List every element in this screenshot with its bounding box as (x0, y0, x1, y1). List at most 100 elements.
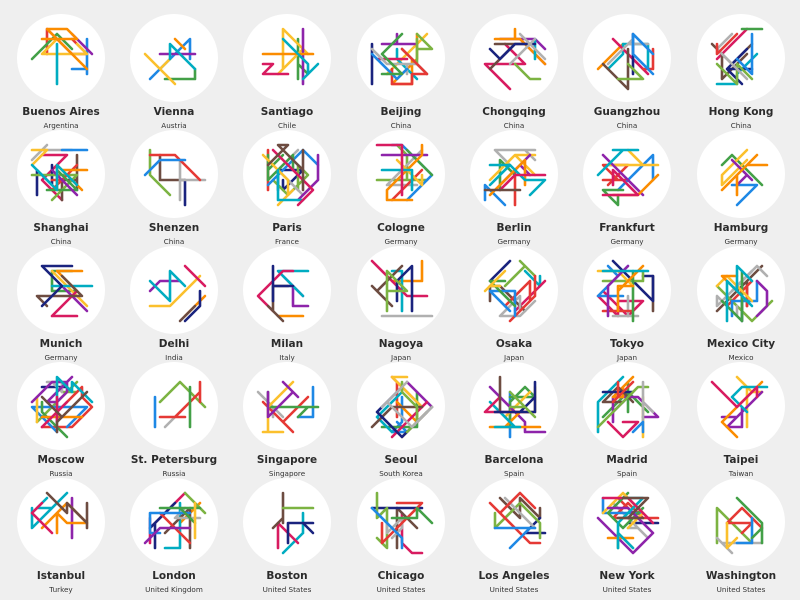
transit-line (30, 501, 54, 535)
transit-line (710, 380, 759, 409)
city-name: Moscow (37, 454, 85, 466)
transit-map-chongqing (470, 14, 558, 102)
city-card-london: London United Kingdom (117, 478, 231, 594)
city-name: Mexico City (706, 338, 776, 350)
transit-line (720, 269, 744, 323)
transit-line (606, 37, 650, 66)
transit-line (488, 259, 512, 283)
transit-map-los-angeles (470, 478, 558, 566)
transit-line (735, 516, 754, 545)
transit-map-nagoya (357, 246, 445, 334)
city-name: Singapore (256, 454, 318, 466)
transit-map-london (130, 478, 218, 566)
city-card-frankfurt: Frankfurt Germany (570, 130, 684, 246)
map-disc (470, 478, 558, 566)
country-name: China (50, 237, 72, 246)
transit-line (40, 390, 89, 434)
transit-line (606, 420, 640, 439)
transit-line (40, 27, 89, 71)
transit-line (266, 153, 295, 182)
transit-line (271, 491, 285, 530)
transit-line (173, 37, 187, 51)
transit-line (370, 506, 404, 550)
transit-line (730, 158, 754, 187)
transit-line (261, 380, 295, 434)
transit-line (596, 385, 650, 429)
city-name: Nagoya (378, 338, 424, 350)
transit-line (281, 37, 320, 81)
transit-line (395, 47, 419, 81)
country-name: Russia (162, 469, 186, 478)
city-card-barcelona: Barcelona Spain (457, 362, 571, 478)
city-card-tokyo: Tokyo Japan (570, 246, 684, 362)
transit-line (611, 380, 635, 404)
city-name: Shenzen (148, 222, 200, 234)
transit-map-new-york (583, 478, 671, 566)
transit-line (601, 496, 645, 515)
country-name: Turkey (49, 585, 73, 594)
transit-line (498, 294, 537, 318)
city-card-santiago: Santiago Chile (230, 14, 344, 130)
city-card-taipei: Taipei Taiwan (684, 362, 798, 478)
transit-line (606, 42, 650, 71)
transit-line (30, 148, 49, 167)
transit-line (488, 42, 537, 61)
city-name: Chicago (377, 570, 425, 582)
transit-map-moscow (17, 362, 105, 450)
city-card-boston: Boston United States (230, 478, 344, 594)
city-name: Munich (39, 338, 83, 350)
transit-line (601, 168, 640, 197)
map-disc (130, 130, 218, 218)
city-card-washington: Washington United States (684, 478, 798, 594)
transit-line (730, 183, 759, 207)
transit-line (715, 27, 749, 61)
city-card-hong-kong: Hong Kong China (684, 14, 798, 130)
country-name: Austria (161, 121, 187, 130)
transit-line (611, 294, 640, 318)
city-name: Los Angeles (478, 570, 550, 582)
transit-line (488, 400, 522, 429)
transit-line (488, 385, 547, 434)
transit-line (611, 259, 655, 303)
city-card-milan: Milan Italy (230, 246, 344, 362)
transit-line (50, 168, 79, 197)
city-card-singapore: Singapore Singapore (230, 362, 344, 478)
transit-line (148, 153, 202, 182)
country-name: United Kingdom (145, 585, 203, 594)
transit-line (735, 496, 764, 545)
transit-line (276, 168, 305, 202)
transit-line (616, 62, 645, 81)
city-name: Hong Kong (708, 106, 774, 118)
city-name: Hamburg (713, 222, 769, 234)
transit-line (390, 47, 429, 86)
transit-line (631, 32, 655, 76)
transit-map-berlin (470, 130, 558, 218)
country-name: Germany (44, 353, 78, 362)
city-card-berlin: Berlin Germany (457, 130, 571, 246)
map-disc (130, 362, 218, 450)
transit-map-munich (17, 246, 105, 334)
city-name: Barcelona (484, 454, 544, 466)
transit-map-milan (243, 246, 331, 334)
country-name: Germany (497, 237, 531, 246)
map-disc (17, 14, 105, 102)
city-card-osaka: Osaka Japan (457, 246, 571, 362)
transit-map-shanghai (17, 130, 105, 218)
transit-line (606, 491, 645, 530)
transit-line (715, 32, 749, 81)
country-name: China (730, 121, 752, 130)
transit-line (158, 506, 202, 525)
country-name: China (616, 121, 638, 130)
city-name: London (152, 570, 196, 582)
transit-line (266, 148, 320, 187)
country-name: United States (602, 585, 652, 594)
transit-line (498, 173, 547, 192)
country-name: France (275, 237, 299, 246)
country-name: Mexico (728, 353, 754, 362)
country-name: Germany (384, 237, 418, 246)
country-name: United States (716, 585, 766, 594)
transit-line (596, 42, 625, 71)
city-card-vienna: Vienna Austria (117, 14, 231, 130)
city-name: Shanghai (33, 222, 89, 234)
